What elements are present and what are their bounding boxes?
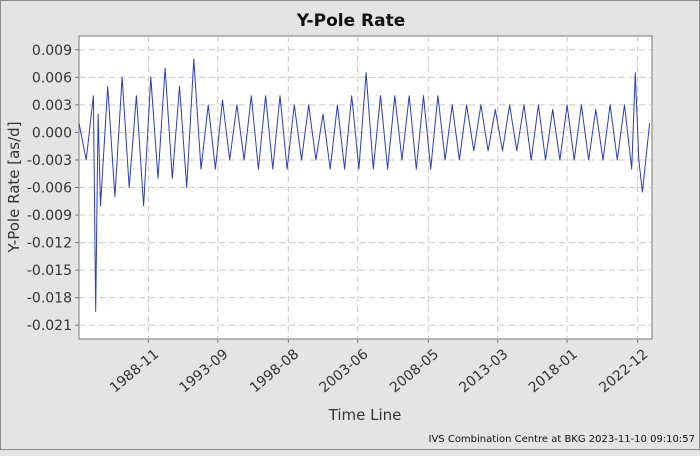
y-tick-label: -0.009 (27, 208, 72, 224)
x-tick-label: 2003-06 (316, 346, 371, 396)
y-tick-label: 0.003 (32, 98, 72, 114)
x-tick-label: 1988-11 (107, 346, 162, 396)
y-tick-label: -0.021 (27, 318, 72, 334)
y-axis-ticks: 0.009 0.006 0.003 0.000 -0.003 -0.006 -0.009 -0… (27, 43, 79, 334)
y-tick-label: -0.015 (27, 263, 72, 279)
y-tick-label: 0.006 (32, 70, 72, 86)
y-tick-label: 0.009 (32, 43, 72, 59)
y-tick-label: 0.000 (32, 125, 72, 141)
x-axis-title: Time Line (328, 406, 402, 424)
grid-lines (79, 36, 652, 339)
y-axis-title: Y-Pole Rate [as/d] (5, 121, 23, 253)
x-tick-label: 2008-05 (387, 346, 442, 396)
series-line-0 (78, 58, 651, 312)
footer-credit: IVS Combination Centre at BKG 2023-11-10… (429, 434, 695, 445)
series-layer (78, 58, 651, 312)
y-tick-label: -0.012 (27, 236, 72, 252)
x-tick-label: 1993-09 (176, 346, 231, 396)
x-axis-ticks: 1988-11 1993-09 1998-08 2003-06 2008-05 2013-… (107, 339, 651, 396)
x-tick-label: 2013-03 (456, 346, 511, 396)
x-tick-label: 2022-12 (596, 346, 651, 396)
y-tick-label: -0.018 (27, 291, 72, 307)
chart-title: Y-Pole Rate (296, 11, 406, 31)
y-tick-label: -0.006 (27, 181, 72, 197)
y-tick-label: -0.003 (27, 153, 72, 169)
x-tick-label: 2018-01 (526, 346, 581, 396)
x-tick-label: 1998-08 (247, 346, 302, 396)
